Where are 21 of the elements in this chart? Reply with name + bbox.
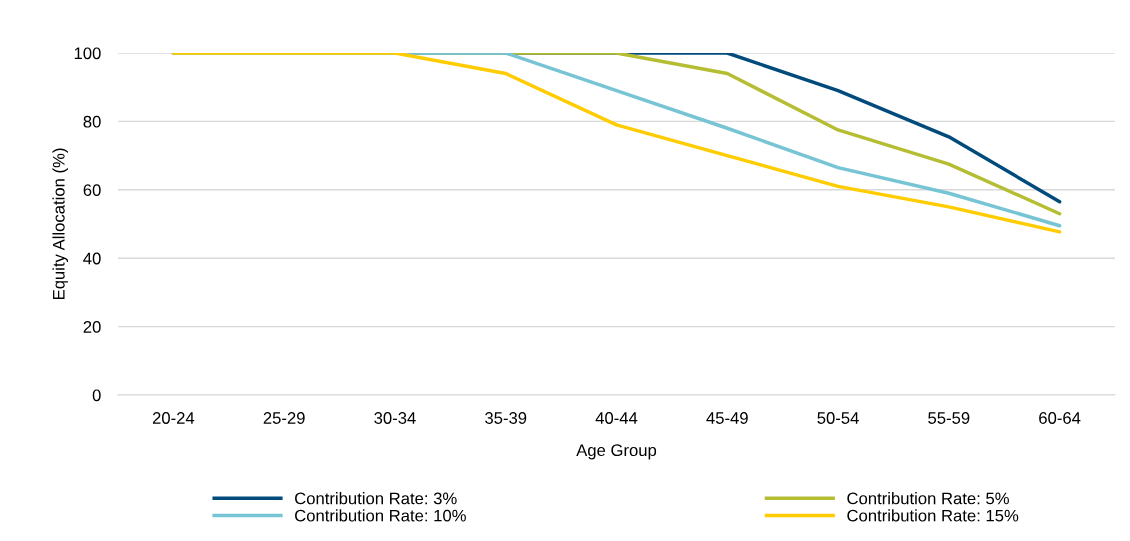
x-tick-label: 45-49: [706, 412, 748, 424]
y-tick-label: 60: [83, 184, 101, 196]
x-tick-label: 25-29: [263, 412, 305, 424]
y-tick-label: 20: [83, 321, 101, 333]
y-tick-label: 80: [83, 115, 101, 128]
x-tick-label: 35-39: [485, 412, 527, 424]
legend-label: Contribution Rate: 3%: [295, 492, 457, 505]
x-axis-title: Age Group: [576, 444, 657, 460]
x-tick-label: 20-24: [152, 412, 195, 424]
x-tick-label: 50-54: [817, 412, 859, 424]
legend-label: Contribution Rate: 15%: [847, 509, 1019, 522]
legend-label: Contribution Rate: 10%: [295, 509, 466, 522]
x-tick-label: 40-44: [595, 412, 638, 424]
x-tick-label: 30-34: [374, 412, 416, 424]
y-tick-label: 100: [74, 47, 101, 60]
x-tick-label: 60-64: [1039, 412, 1081, 424]
y-axis-title: Equity Allocation (%): [52, 148, 68, 300]
y-tick-label: 40: [83, 252, 101, 265]
x-tick-label: 55-59: [928, 412, 970, 424]
legend-label: Contribution Rate: 5%: [847, 492, 1009, 505]
y-tick-label: 0: [92, 389, 101, 402]
